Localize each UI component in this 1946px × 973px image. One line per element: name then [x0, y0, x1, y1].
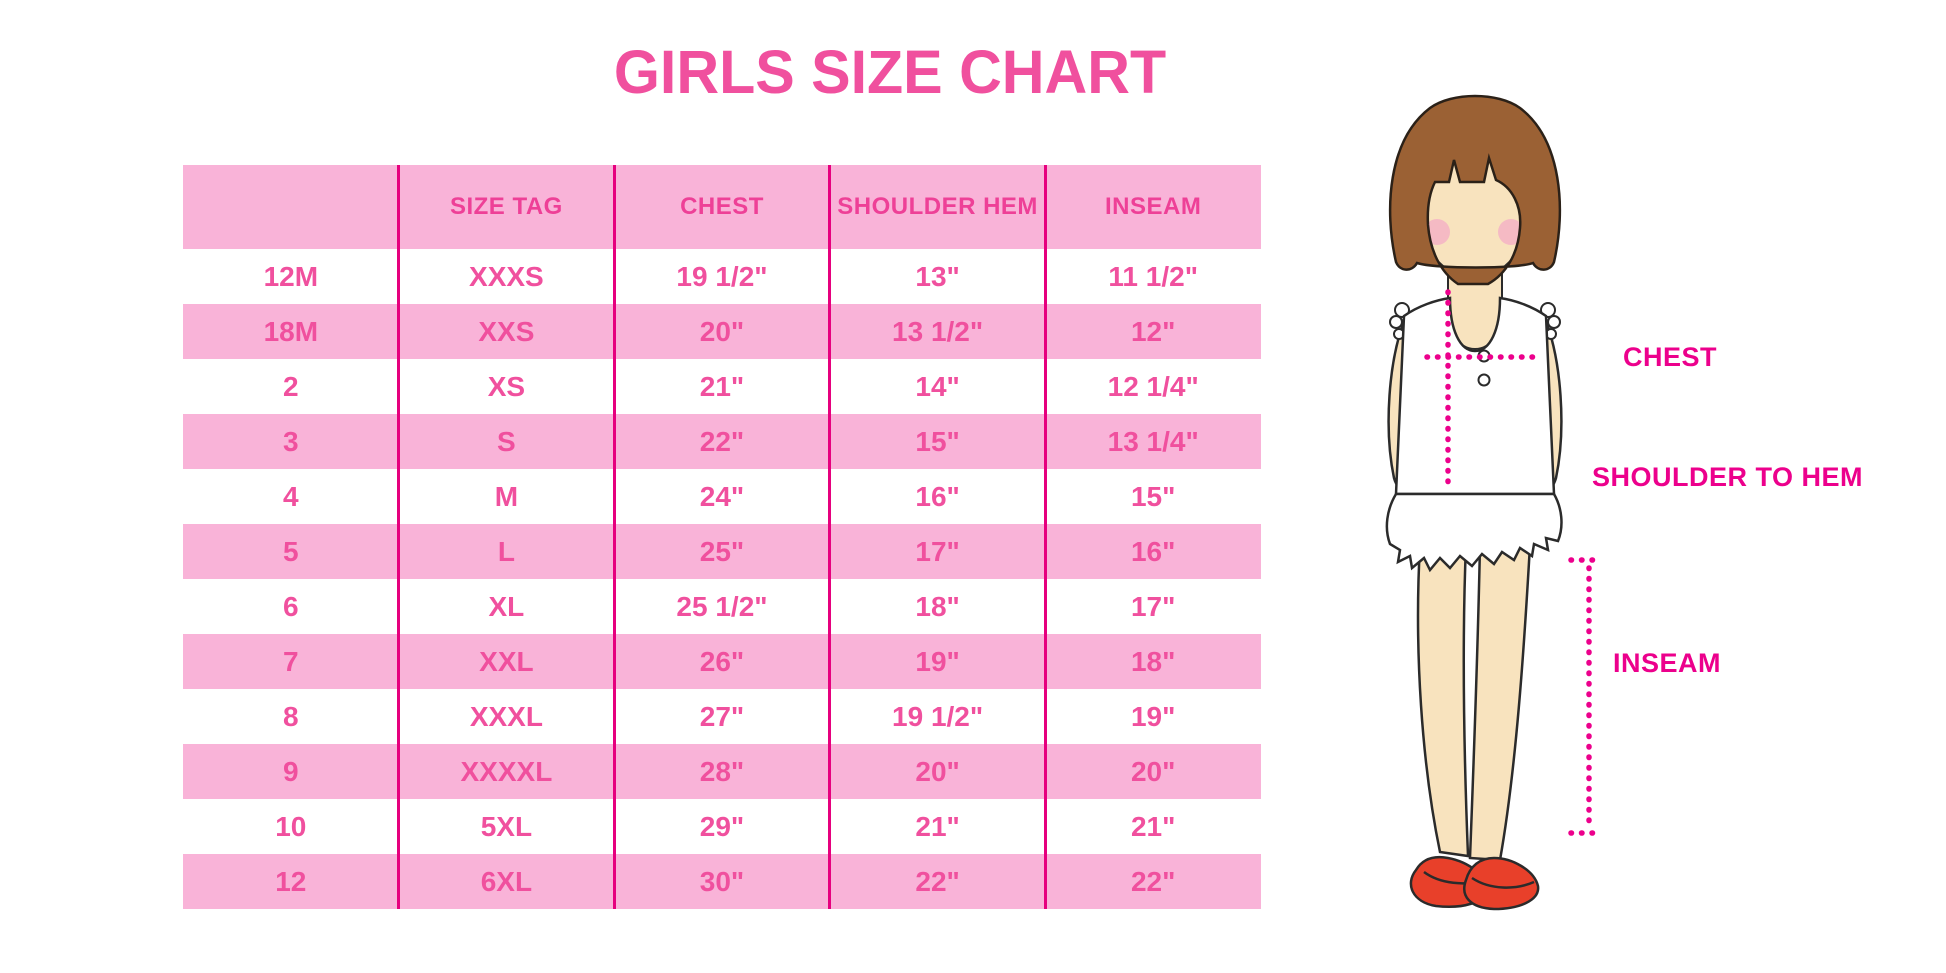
table-cell: 21": [1045, 799, 1261, 854]
table-cell: XXXS: [398, 249, 615, 304]
table-cell: XXXXL: [398, 744, 615, 799]
table-cell: 12: [183, 854, 399, 909]
table-cell: 6: [183, 579, 399, 634]
table-cell: 12M: [183, 249, 399, 304]
table-cell: 22": [614, 414, 830, 469]
header-cell: INSEAM: [1045, 165, 1261, 249]
girl-hair: [1388, 94, 1562, 286]
table-cell: 30": [614, 854, 830, 909]
table-cell: 16": [829, 469, 1046, 524]
table-cell: 27": [614, 689, 830, 744]
table-cell: 9: [183, 744, 399, 799]
table-cell: 3: [183, 414, 399, 469]
table-cell: 17": [829, 524, 1046, 579]
table-cell: 11 1/2": [1045, 249, 1261, 304]
column-divider: [612, 165, 616, 909]
table-cell: 20": [1045, 744, 1261, 799]
table-cell: 5: [183, 524, 399, 579]
girl-right-leg: [1468, 543, 1532, 862]
table-cell: 10: [183, 799, 399, 854]
table-cell: 12 1/4": [1045, 359, 1261, 414]
table-cell: 17": [1045, 579, 1261, 634]
girl-shoes: [1409, 855, 1540, 911]
table-cell: 6XL: [398, 854, 615, 909]
table-cell: 19 1/2": [614, 249, 830, 304]
table-cell: S: [398, 414, 615, 469]
table-cell: 15": [1045, 469, 1261, 524]
page-title: GIRLS SIZE CHART: [613, 38, 1167, 106]
shoulder-to-hem-label: SHOULDER TO HEM: [1592, 462, 1863, 492]
table-cell: 29": [614, 799, 830, 854]
column-divider: [828, 165, 832, 909]
table-cell: 4: [183, 469, 399, 524]
girl-shoulder-ruffles: [1389, 302, 1561, 340]
table-cell: 19": [829, 634, 1046, 689]
column-divider: [397, 165, 401, 909]
table-cell: 22": [1045, 854, 1261, 909]
table-cell: 18": [829, 579, 1046, 634]
table-cell: M: [398, 469, 615, 524]
table-cell: 19": [1045, 689, 1261, 744]
table-cell: 20": [614, 304, 830, 359]
girl-button-bottom: [1477, 373, 1491, 387]
table-cell: 12": [1045, 304, 1261, 359]
header-cell: SIZE TAG: [398, 165, 615, 249]
girl-skirt: [1385, 492, 1563, 573]
table-cell: 15": [829, 414, 1046, 469]
table-cell: 13": [829, 249, 1046, 304]
table-cell: XXL: [398, 634, 615, 689]
table-cell: XXXL: [398, 689, 615, 744]
table-cell: 21": [829, 799, 1046, 854]
size-table: SIZE TAG CHEST SHOULDER HEM INSEAM 12M XXXS 19…: [183, 165, 1261, 909]
table-cell: 25 1/2": [614, 579, 830, 634]
girl-measurement-figure: CHEST SHOULDER TO HEM INSEAM: [1330, 55, 1890, 935]
table-cell: XXS: [398, 304, 615, 359]
table-cell: 22": [829, 854, 1046, 909]
table-cell: 13 1/2": [829, 304, 1046, 359]
table-cell: 26": [614, 634, 830, 689]
inseam-label: INSEAM: [1613, 648, 1721, 678]
table-cell: 5XL: [398, 799, 615, 854]
column-divider: [1043, 165, 1047, 909]
girl-left-leg: [1416, 543, 1470, 858]
table-cell: 21": [614, 359, 830, 414]
table-cell: 8: [183, 689, 399, 744]
header-cell: [183, 165, 399, 249]
table-cell: 28": [614, 744, 830, 799]
size-table-grid: SIZE TAG CHEST SHOULDER HEM INSEAM 12M XXXS 19…: [183, 165, 1261, 909]
header-cell: SHOULDER HEM: [829, 165, 1046, 249]
girl-top: [1394, 296, 1556, 496]
table-cell: 7: [183, 634, 399, 689]
table-cell: 14": [829, 359, 1046, 414]
table-cell: 19 1/2": [829, 689, 1046, 744]
table-cell: XL: [398, 579, 615, 634]
table-cell: XS: [398, 359, 615, 414]
header-cell: CHEST: [614, 165, 830, 249]
table-cell: L: [398, 524, 615, 579]
table-cell: 18": [1045, 634, 1261, 689]
table-cell: 24": [614, 469, 830, 524]
chest-label: CHEST: [1623, 342, 1717, 372]
table-cell: 18M: [183, 304, 399, 359]
table-cell: 16": [1045, 524, 1261, 579]
table-cell: 25": [614, 524, 830, 579]
table-cell: 20": [829, 744, 1046, 799]
table-cell: 2: [183, 359, 399, 414]
table-cell: 13 1/4": [1045, 414, 1261, 469]
